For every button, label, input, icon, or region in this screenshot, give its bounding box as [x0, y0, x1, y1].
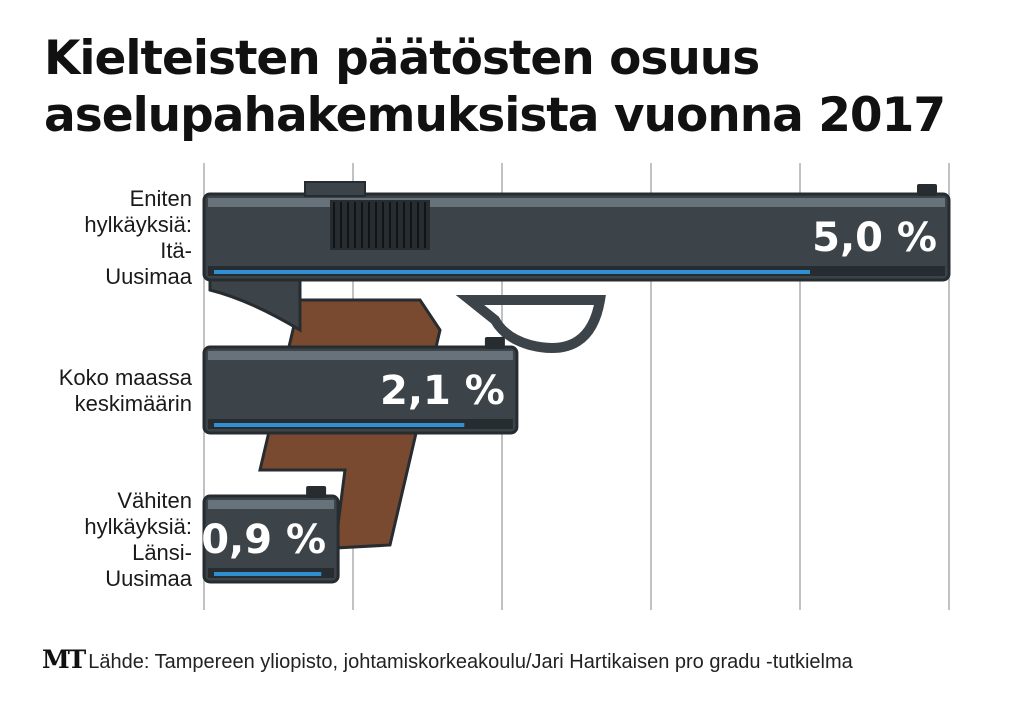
front-sight — [484, 337, 505, 349]
bar-highlight — [208, 198, 945, 207]
category-label: keskimäärin — [75, 391, 192, 416]
rear-sight — [304, 181, 366, 197]
front-sight — [917, 184, 937, 196]
category-label: Koko maassa — [59, 365, 193, 390]
bar-group: 5,0 % — [202, 181, 951, 282]
chart-title: Kielteisten päätösten osuus aselupahakem… — [44, 30, 1004, 144]
bar — [202, 494, 340, 584]
bar-group: 0,9 % — [201, 486, 340, 584]
bar-accent — [214, 572, 322, 576]
value-label: 2,1 % — [380, 368, 505, 414]
footer: MT Lähde: Tampereen yliopisto, johtamisk… — [42, 645, 853, 674]
bar-highlight — [208, 351, 513, 360]
bar-group: 2,1 % — [202, 337, 519, 435]
category-label: Eniten — [130, 186, 192, 211]
bar-accent — [214, 423, 465, 427]
bar-accent — [214, 270, 810, 274]
bars: 5,0 % 2,1 % 0,9 % — [201, 181, 951, 584]
value-label: 0,9 % — [201, 517, 326, 563]
title-line-2: aselupahakemuksista vuonna 2017 — [44, 88, 946, 143]
category-label: Uusimaa — [105, 566, 193, 591]
value-label: 5,0 % — [812, 215, 937, 261]
bar — [202, 345, 519, 435]
category-label: Vähiten — [117, 488, 192, 513]
category-label: hylkäyksiä: — [84, 212, 192, 237]
trigger-guard — [455, 295, 606, 353]
category-label: Uusimaa — [105, 264, 193, 289]
category-label: hylkäyksiä: — [84, 514, 192, 539]
title-line-1: Kielteisten päätösten osuus — [44, 31, 760, 86]
category-label: Länsi- — [132, 540, 192, 565]
front-sight — [306, 486, 327, 498]
bar-highlight — [208, 500, 335, 509]
slide-serrations — [330, 200, 430, 250]
source-text: Lähde: Tampereen yliopisto, johtamiskork… — [88, 651, 853, 673]
category-label: Itä- — [160, 238, 192, 263]
mt-logo: MT — [42, 645, 86, 674]
